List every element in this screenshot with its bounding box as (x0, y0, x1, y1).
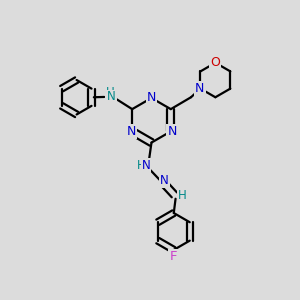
Text: H: H (137, 159, 146, 172)
Text: N: N (195, 82, 205, 95)
Text: H: H (106, 86, 115, 99)
Text: H: H (178, 189, 187, 202)
Text: O: O (210, 56, 220, 69)
Text: N: N (160, 174, 169, 187)
Text: N: N (107, 90, 116, 104)
Text: N: N (147, 92, 156, 104)
Text: N: N (167, 125, 177, 138)
Text: N: N (142, 159, 150, 172)
Text: N: N (126, 125, 136, 138)
Text: F: F (169, 250, 177, 263)
